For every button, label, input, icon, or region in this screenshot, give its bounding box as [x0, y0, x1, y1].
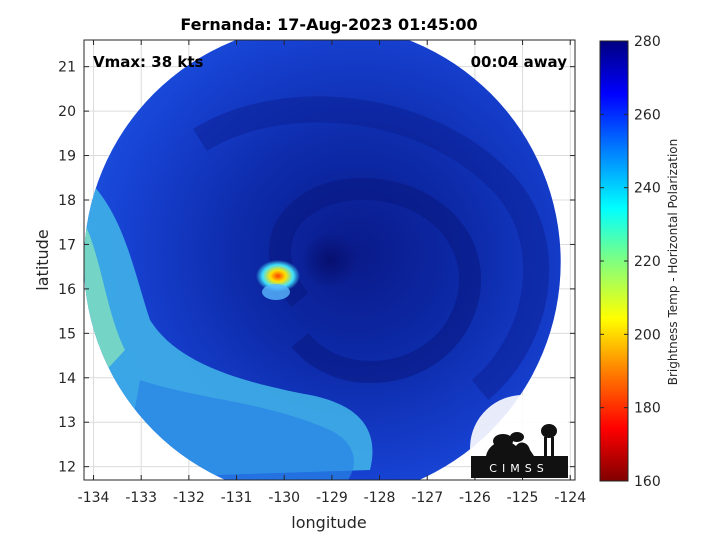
- y-axis-ticks: 12 13 14 15 16 17 18 19 20 21: [58, 60, 575, 476]
- vmax-annotation: Vmax: 38 kts: [93, 53, 203, 71]
- y-tick-label: 19: [58, 149, 76, 165]
- cimss-logo: CIMSS: [470, 395, 568, 478]
- x-tick-label: -125: [507, 490, 539, 506]
- x-tick-label: -126: [459, 490, 491, 506]
- colorbar-tick-label: 160: [634, 474, 661, 490]
- colorbar-tick-label: 260: [634, 107, 661, 123]
- colorbar-tick-label: 180: [634, 401, 661, 417]
- colorbar-label: Brightness Temp - Horizontal Polarizatio…: [666, 139, 680, 386]
- chart-title: Fernanda: 17-Aug-2023 01:45:00: [180, 15, 477, 34]
- y-tick-label: 14: [58, 371, 76, 387]
- y-tick-label: 16: [58, 282, 76, 298]
- x-tick-label: -127: [411, 490, 443, 506]
- y-tick-label: 17: [58, 237, 76, 253]
- y-tick-label: 21: [58, 60, 76, 76]
- cold-spot-lobe: [262, 284, 290, 300]
- colorbar-tick-label: 240: [634, 181, 661, 197]
- cold-spot: [256, 260, 300, 292]
- storm-eye: [302, 232, 358, 288]
- x-tick-label: -130: [268, 490, 300, 506]
- spiral-arm: [269, 177, 481, 383]
- x-tick-label: -128: [364, 490, 396, 506]
- y-axis-label: latitude: [33, 229, 52, 290]
- colorbar-tick-label: 200: [634, 327, 661, 343]
- x-tick-label: -131: [221, 490, 253, 506]
- spiral-arm-outer: [193, 96, 550, 400]
- swath-image: [84, 40, 561, 480]
- y-tick-label: 13: [58, 415, 76, 431]
- y-tick-label: 20: [58, 104, 76, 120]
- x-tick-label: -124: [554, 490, 586, 506]
- x-axis-ticks: -134 -133 -132 -131 -130 -129 -128 -127 -126 -125…: [78, 40, 586, 506]
- y-tick-label: 15: [58, 326, 76, 342]
- x-tick-label: -134: [78, 490, 110, 506]
- y-tick-label: 18: [58, 193, 76, 209]
- axes-box: [83, 39, 576, 481]
- x-tick-label: -129: [316, 490, 348, 506]
- colorbar-tick-label: 280: [634, 34, 661, 50]
- x-axis-label: longitude: [291, 513, 366, 532]
- colorbar: [599, 40, 629, 482]
- warm-band-outer: [84, 190, 125, 420]
- x-tick-label: -133: [125, 490, 157, 506]
- x-tick-label: -132: [173, 490, 205, 506]
- y-tick-label: 12: [58, 460, 76, 476]
- time-offset-annotation: 00:04 away: [471, 53, 568, 71]
- colorbar-ticks: 160 180 200 220 240 260 280: [600, 34, 661, 490]
- colorbar-tick-label: 220: [634, 254, 661, 270]
- cimss-logo-text: CIMSS: [489, 462, 548, 475]
